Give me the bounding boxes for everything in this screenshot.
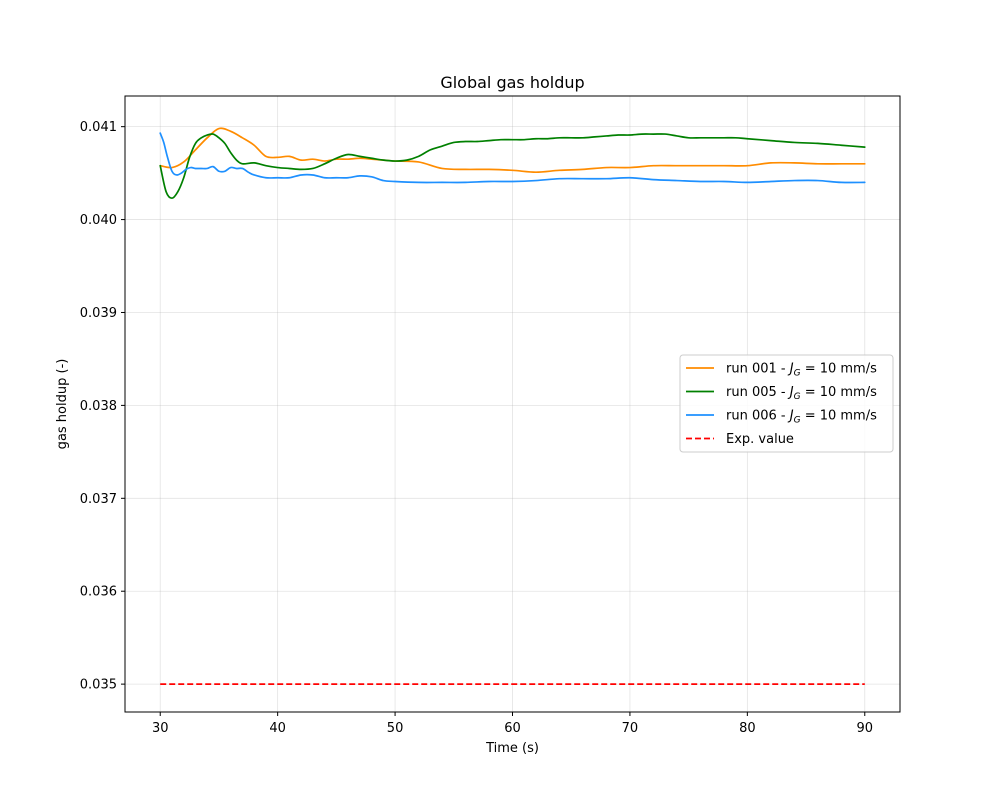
legend: run 001 - JG = 10 mm/s run 005 - JG = 10 … — [679, 354, 894, 453]
y-tick-label: 0.037 — [80, 492, 117, 507]
y-tick-label: 0.040 — [80, 213, 117, 228]
x-tick-label: 90 — [856, 721, 873, 736]
series-line-run-005-j-g-10-mm-s — [159, 133, 866, 200]
legend-label: run 005 - JG = 10 mm/s — [726, 385, 877, 402]
series-line-run-006-j-g-10-mm-s — [159, 132, 866, 184]
series-lines — [159, 127, 866, 685]
y-axis-label: gas holdup (-) — [55, 359, 70, 450]
x-axis-label: Time (s) — [485, 741, 539, 756]
y-tick-label: 0.038 — [80, 399, 117, 414]
x-tick-label: 30 — [152, 721, 169, 736]
x-tick-label: 70 — [622, 721, 639, 736]
legend-label: Exp. value — [726, 432, 794, 447]
y-tick-label: 0.041 — [80, 120, 117, 135]
x-tick-label: 40 — [269, 721, 286, 736]
y-tick-label: 0.036 — [80, 585, 117, 600]
x-tick-label: 50 — [387, 721, 404, 736]
x-tick-label: 80 — [739, 721, 756, 736]
y-tick-label: 0.035 — [80, 678, 117, 693]
legend-label: run 001 - JG = 10 mm/s — [726, 362, 877, 379]
x-tick-label: 60 — [504, 721, 521, 736]
axis-ticks: 30 40 50 60 70 80 90 0.035 0.036 0.037 0.038 0.039 0… — [80, 120, 873, 736]
y-tick-label: 0.039 — [80, 306, 117, 321]
legend-label: run 006 - JG = 10 mm/s — [726, 409, 877, 426]
legend-box — [679, 354, 894, 453]
chart-title: Global gas holdup — [440, 73, 584, 92]
